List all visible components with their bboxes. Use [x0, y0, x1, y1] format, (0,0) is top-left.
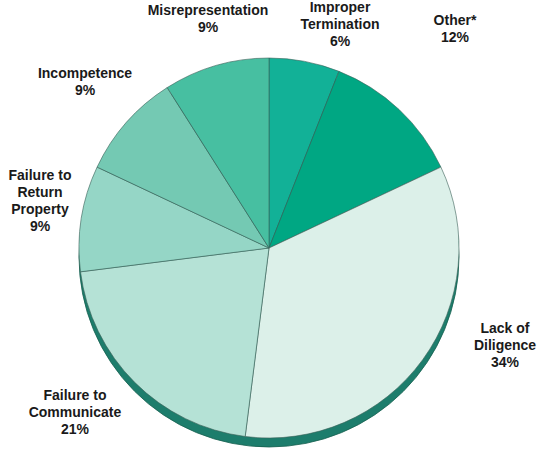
data-label: 9%: [198, 19, 219, 35]
data-label: 9%: [30, 218, 51, 234]
slice-label: ImproperTermination: [300, 0, 379, 32]
data-label: 12%: [441, 29, 470, 45]
slice-label: Incompetence: [38, 65, 132, 81]
slice-label: Misrepresentation: [148, 2, 269, 18]
pie-slice: [245, 167, 459, 438]
labels: ImproperTermination6% Other*12% Lack ofDil…: [8, 0, 536, 437]
data-label: 9%: [75, 82, 96, 98]
slice-label: Other*: [434, 12, 477, 28]
slice-label: Failure toCommunicate: [29, 387, 122, 420]
pie: [79, 58, 459, 447]
data-label: 6%: [330, 33, 351, 49]
slice-label: Failure toReturnProperty: [8, 167, 71, 217]
pie-slice: [167, 58, 269, 248]
slice-label: Lack ofDiligence: [474, 320, 536, 353]
data-label: 21%: [61, 421, 90, 437]
chart: ImproperTermination6% Other*12% Lack ofDil…: [0, 0, 550, 459]
data-label: 34%: [491, 354, 520, 370]
